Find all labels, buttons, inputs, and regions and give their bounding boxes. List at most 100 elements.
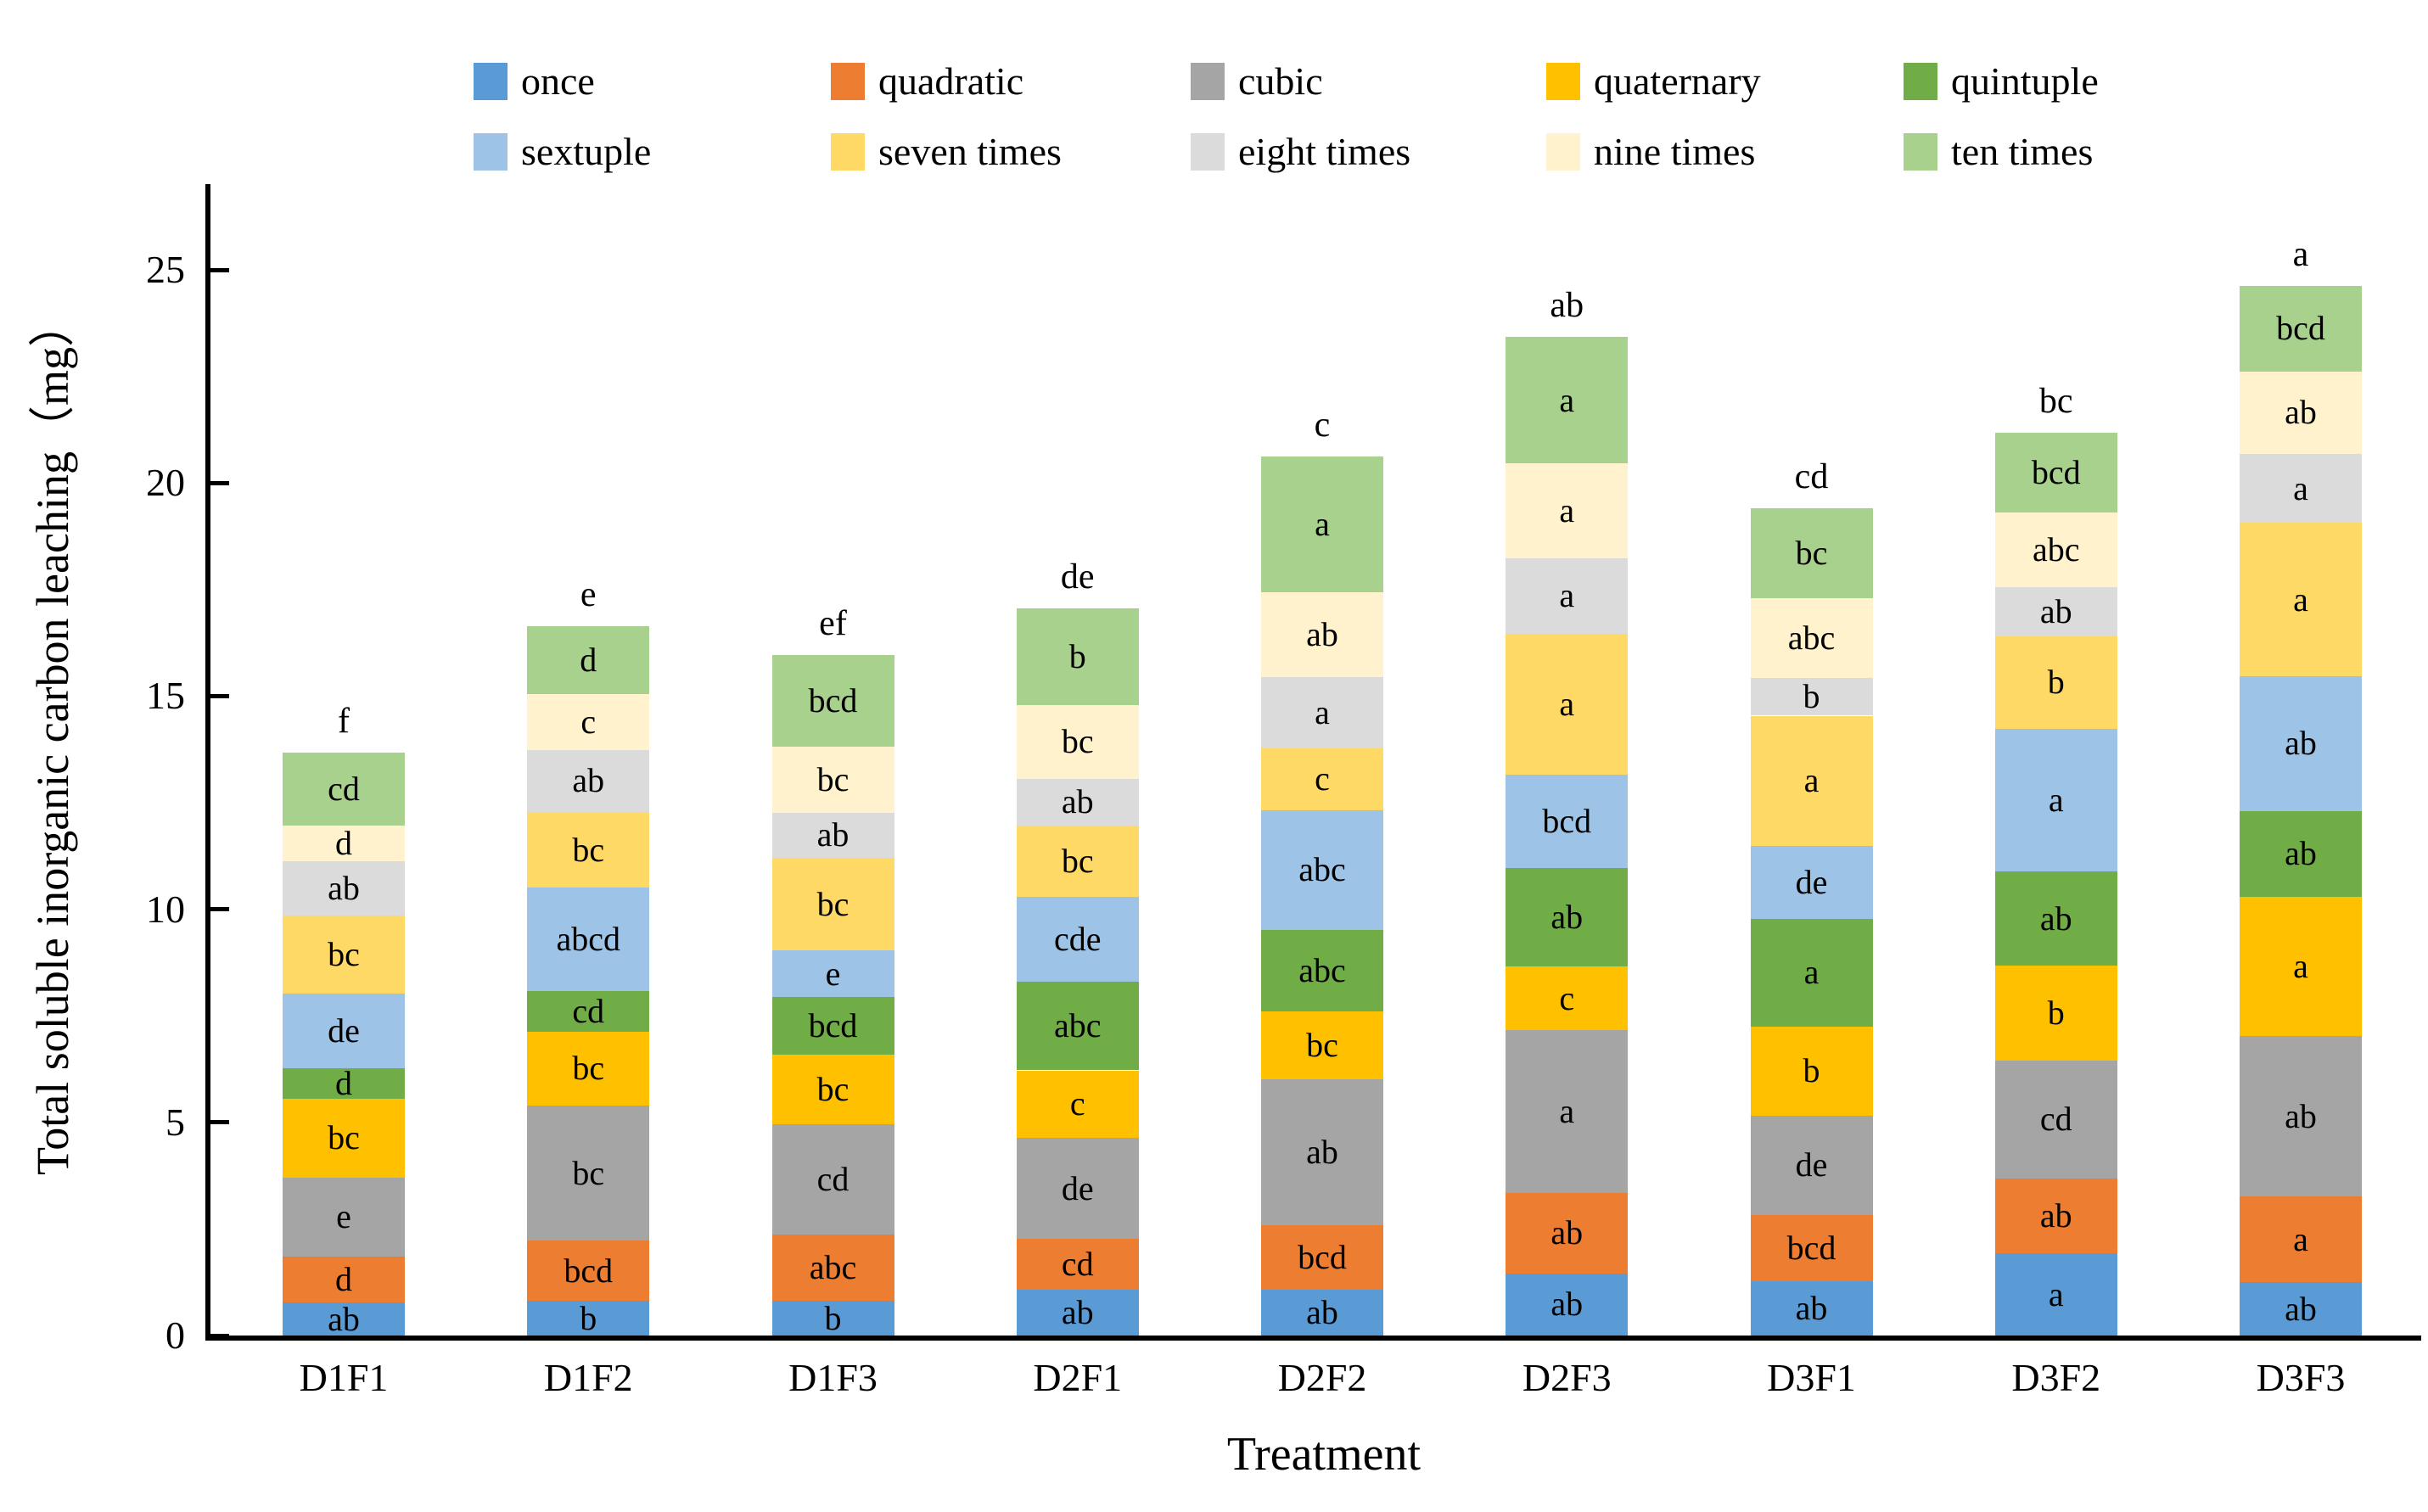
segment-letter-D3F1-eight-times: b: [1803, 677, 1820, 716]
segment-letter-D1F3-nine-times: bc: [816, 759, 850, 798]
bar-segment-D3F3-sextuple: ab: [2240, 676, 2362, 811]
segment-letter-D1F2-nine-times: c: [580, 702, 597, 741]
bar-segment-D1F3-cubic: cd: [771, 1124, 894, 1235]
segment-letter-D2F2-ten-times: a: [1315, 504, 1330, 543]
segment-letter-D1F2-cubic: bc: [572, 1153, 605, 1192]
y-tick-0: [210, 1333, 229, 1338]
bar-segment-D1F2-ten-times: d: [527, 625, 650, 694]
segment-letter-D1F2-quadratic: bcd: [564, 1251, 614, 1290]
bar-segment-D2F1-cubic: de: [1016, 1138, 1139, 1239]
segment-letter-D1F3-cubic: cd: [816, 1160, 850, 1199]
segment-letter-D1F1-quadratic: d: [335, 1260, 352, 1299]
segment-letter-D2F3-nine-times: a: [1559, 491, 1575, 530]
bar-segment-D2F3-seven-times: a: [1506, 633, 1629, 776]
bar-segment-D2F2-eight-times: a: [1261, 676, 1383, 748]
bar-segment-D2F3-sextuple: bcd: [1506, 775, 1629, 869]
segment-letter-D2F1-sextuple: cde: [1053, 919, 1102, 958]
legend-swatch-sextuple: [474, 133, 507, 171]
y-tick-label-15: 15: [146, 674, 185, 718]
legend-swatch-nine-times: [1546, 133, 1580, 171]
bar-segment-D2F3-nine-times: a: [1506, 463, 1629, 559]
legend-swatch-cubic: [1191, 63, 1225, 100]
segment-letter-D2F1-once: ab: [1061, 1293, 1094, 1332]
bar-segment-D2F2-ten-times: a: [1261, 456, 1383, 593]
legend-swatch-quadratic: [831, 63, 865, 100]
segment-letter-D1F1-seven-times: bc: [328, 934, 360, 973]
bar-segment-D3F1-ten-times: bc: [1750, 507, 1873, 598]
bar-segment-D1F3-quadratic: abc: [771, 1235, 894, 1302]
segment-letter-D3F1-nine-times: abc: [1787, 618, 1836, 657]
bar-segment-D1F3-eight-times: ab: [771, 812, 894, 858]
segment-letter-D1F2-quaternary: bc: [572, 1049, 605, 1088]
bar-segment-D3F1-quintuple: a: [1750, 918, 1873, 1027]
bar-segment-D1F2-cubic: bc: [527, 1105, 650, 1241]
bar-segment-D1F3-ten-times: bcd: [771, 655, 894, 748]
bar-segment-D1F1-ten-times: cd: [283, 752, 405, 826]
legend-item-once: once: [474, 59, 595, 104]
bar-segment-D1F1-nine-times: d: [283, 826, 405, 862]
bar-segment-D1F3-seven-times: bc: [771, 857, 894, 951]
segment-letter-D3F1-seven-times: a: [1803, 761, 1820, 800]
bar-segment-D1F2-quadratic: bcd: [527, 1240, 650, 1302]
segment-letter-D3F2-quaternary: b: [2047, 994, 2065, 1033]
segment-letter-D1F2-once: b: [580, 1298, 597, 1337]
bar-segment-D1F1-quadratic: d: [283, 1257, 405, 1303]
bar-segment-D2F3-quaternary: c: [1506, 966, 1629, 1031]
legend-item-sextuple: sextuple: [474, 130, 651, 174]
bar-letter-D3F3: a: [2292, 234, 2309, 274]
bar-segment-D1F1-quintuple: d: [283, 1067, 405, 1100]
legend-label-ten-times: ten times: [1951, 130, 2094, 173]
segment-letter-D2F3-seven-times: a: [1559, 684, 1575, 723]
segment-letter-D3F2-cubic: cd: [2039, 1100, 2072, 1139]
segment-letter-D3F3-nine-times: ab: [2285, 393, 2317, 432]
bar-segment-D3F1-quadratic: bcd: [1750, 1214, 1873, 1282]
segment-letter-D2F2-once: ab: [1306, 1293, 1338, 1332]
legend-swatch-ten-times: [1904, 133, 1937, 171]
bar-segment-D3F1-cubic: de: [1750, 1115, 1873, 1215]
bar-segment-D2F3-quintuple: ab: [1506, 868, 1629, 967]
x-axis-line: [205, 1336, 2421, 1341]
bar-letter-D2F1: de: [1060, 557, 1095, 596]
legend-label-seven-times: seven times: [878, 130, 1062, 173]
bar-segment-D3F2-quadratic: ab: [1994, 1178, 2117, 1254]
segment-letter-D2F1-cubic: de: [1061, 1168, 1094, 1207]
bar-segment-D3F3-quintuple: ab: [2240, 810, 2362, 897]
bar-segment-D3F2-quintuple: ab: [1994, 871, 2117, 966]
segment-letter-D3F1-ten-times: bc: [1795, 533, 1828, 572]
segment-letter-D1F1-cubic: e: [336, 1197, 351, 1236]
bar-segment-D2F1-ten-times: b: [1016, 608, 1139, 705]
bar-segment-D1F2-eight-times: ab: [527, 749, 650, 813]
bar-segment-D1F3-sextuple: e: [771, 950, 894, 998]
bar-segment-D2F1-quintuple: abc: [1016, 982, 1139, 1071]
bar-segment-D2F3-once: ab: [1506, 1273, 1629, 1336]
bar-segment-D2F3-eight-times: a: [1506, 558, 1629, 634]
legend-swatch-quintuple: [1904, 63, 1937, 100]
segment-letter-D1F3-eight-times: ab: [816, 815, 850, 854]
segment-letter-D2F3-sextuple: bcd: [1542, 802, 1592, 841]
bar-segment-D3F2-seven-times: b: [1994, 636, 2117, 730]
segment-letter-D2F2-cubic: ab: [1306, 1132, 1338, 1171]
segment-letter-D2F1-seven-times: bc: [1061, 841, 1094, 880]
segment-letter-D2F2-nine-times: ab: [1306, 615, 1338, 654]
segment-letter-D3F1-sextuple: de: [1795, 862, 1828, 901]
legend-item-nine-times: nine times: [1546, 130, 1755, 174]
bar-segment-D1F2-once: b: [527, 1298, 650, 1337]
bar-letter-D3F1: cd: [1794, 456, 1829, 496]
segment-letter-D3F2-quintuple: ab: [2039, 899, 2072, 938]
bar-segment-D2F2-quadratic: bcd: [1261, 1224, 1383, 1291]
segment-letter-D1F2-eight-times: ab: [572, 761, 605, 800]
segment-letter-D1F3-sextuple: e: [825, 954, 841, 993]
segment-letter-D2F2-eight-times: a: [1315, 692, 1330, 731]
segment-letter-D1F2-quintuple: cd: [572, 991, 605, 1030]
segment-letter-D2F2-quaternary: bc: [1306, 1025, 1338, 1064]
segment-letter-D3F3-ten-times: bcd: [2276, 309, 2325, 348]
segment-letter-D1F2-seven-times: bc: [572, 830, 605, 869]
bar-segment-D3F1-quaternary: b: [1750, 1026, 1873, 1116]
bar-segment-D2F2-sextuple: abc: [1261, 809, 1383, 930]
bar-segment-D3F1-nine-times: abc: [1750, 597, 1873, 678]
bar-segment-D2F2-nine-times: ab: [1261, 592, 1383, 677]
segment-letter-D2F1-eight-times: ab: [1061, 782, 1094, 821]
segment-letter-D3F1-quaternary: b: [1803, 1051, 1820, 1090]
legend-swatch-seven-times: [831, 133, 865, 171]
